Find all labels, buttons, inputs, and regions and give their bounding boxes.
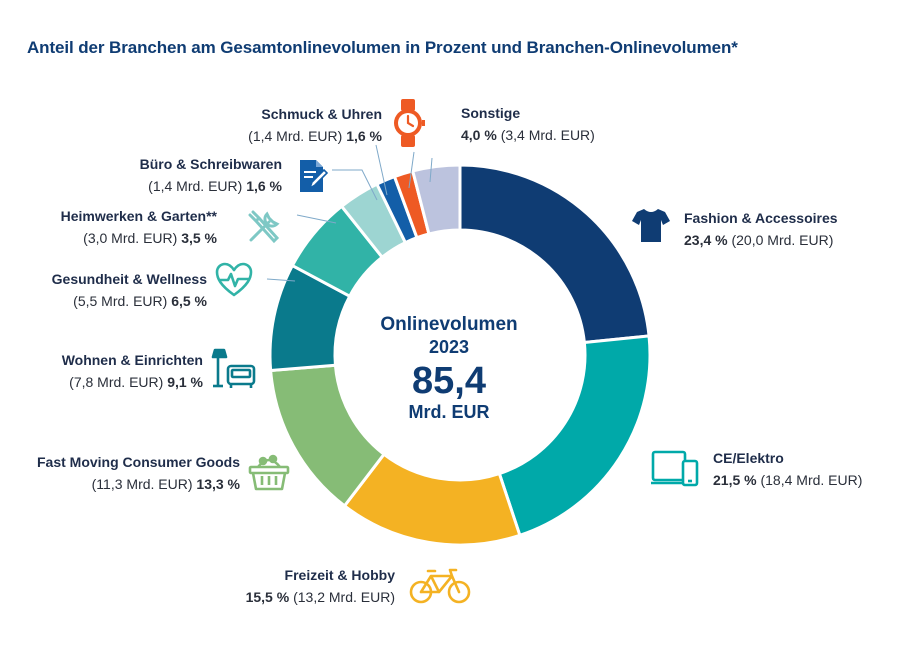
devices-icon xyxy=(650,449,700,492)
slice-name: Freizeit & Hobby xyxy=(284,567,395,583)
tools-icon xyxy=(245,208,283,251)
basket-icon xyxy=(248,452,290,497)
tshirt-icon xyxy=(631,206,671,249)
donut-slice-sonstige xyxy=(410,163,462,236)
donut-slices xyxy=(268,163,652,547)
slice-percent: 4,0 % xyxy=(461,127,497,143)
slice-name: Sonstige xyxy=(461,105,521,121)
slice-percent: 15,5 % xyxy=(245,589,290,605)
label-gesundheit: Gesundheit & Wellness (5,5 Mrd. EUR) 6,5… xyxy=(52,268,207,312)
slice-percent: 6,5 % xyxy=(171,293,207,309)
slice-percent: 13,3 % xyxy=(196,476,240,492)
slice-value: (13,2 Mrd. EUR) xyxy=(293,589,395,605)
armchair-lamp-icon xyxy=(208,346,258,395)
center-label-year: 2023 xyxy=(429,337,469,357)
leader-line xyxy=(375,144,388,196)
leader-lines xyxy=(266,144,433,282)
label-heimwerken: Heimwerken & Garten** (3,0 Mrd. EUR) 3,5… xyxy=(61,205,217,249)
label-sonstige: Sonstige 4,0 % (3,4 Mrd. EUR) xyxy=(461,102,595,146)
leader-line xyxy=(408,151,415,189)
slice-value: (3,0 Mrd. EUR) xyxy=(83,230,178,246)
center-total-unit: Mrd. EUR xyxy=(409,402,490,422)
slice-name: Fashion & Accessoires xyxy=(684,210,838,226)
label-ce-elektro: CE/Elektro 21,5 % (18,4 Mrd. EUR) xyxy=(713,447,862,491)
slice-value: (11,3 Mrd. EUR) xyxy=(91,476,193,492)
slice-percent: 1,6 % xyxy=(346,128,382,144)
slice-name: Gesundheit & Wellness xyxy=(51,271,207,287)
label-fashion: Fashion & Accessoires 23,4 % (20,0 Mrd. … xyxy=(684,207,838,251)
slice-value: (3,4 Mrd. EUR) xyxy=(500,127,595,143)
slice-value: (18,4 Mrd. EUR) xyxy=(760,472,863,488)
slice-percent: 21,5 % xyxy=(713,472,757,488)
slice-value: (1,4 Mrd. EUR) xyxy=(148,178,243,194)
slice-name: CE/Elektro xyxy=(713,450,784,466)
leader-line xyxy=(429,157,433,183)
slice-name: Wohnen & Einrichten xyxy=(61,352,203,368)
slice-name: Fast Moving Consumer Goods xyxy=(36,454,240,470)
label-schmuck: Schmuck & Uhren (1,4 Mrd. EUR) 1,6 % xyxy=(248,103,382,147)
label-freizeit: Freizeit & Hobby 15,5 % (13,2 Mrd. EUR) xyxy=(246,564,395,608)
watch-icon xyxy=(391,98,425,153)
center-label-line1: Onlinevolumen xyxy=(380,314,517,335)
slice-name: Büro & Schreibwaren xyxy=(139,156,282,172)
slice-value: (7,8 Mrd. EUR) xyxy=(69,374,164,390)
slice-value: (20,0 Mrd. EUR) xyxy=(731,232,834,248)
slice-percent: 3,5 % xyxy=(181,230,217,246)
donut-slice-fashion-accessoires xyxy=(458,163,651,345)
chart-title: Anteil der Branchen am Gesamtonlinevolum… xyxy=(27,38,738,57)
slice-percent: 1,6 % xyxy=(246,178,282,194)
leader-line xyxy=(266,278,296,282)
label-buero: Büro & Schreibwaren (1,4 Mrd. EUR) 1,6 % xyxy=(140,153,282,197)
center-total-value: 85,4 xyxy=(412,360,486,402)
slice-percent: 23,4 % xyxy=(684,232,728,248)
donut-slice-ce-elektro xyxy=(497,334,652,538)
slice-percent: 9,1 % xyxy=(167,374,203,390)
slice-value: (1,4 Mrd. EUR) xyxy=(248,128,343,144)
heart-pulse-icon xyxy=(215,262,253,303)
slice-name: Heimwerken & Garten** xyxy=(60,208,217,224)
label-fmcg: Fast Moving Consumer Goods (11,3 Mrd. EU… xyxy=(37,451,240,495)
leader-line xyxy=(332,169,378,201)
leader-line xyxy=(296,214,337,224)
slice-name: Schmuck & Uhren xyxy=(261,106,382,122)
slice-value: (5,5 Mrd. EUR) xyxy=(73,293,168,309)
label-wohnen: Wohnen & Einrichten (7,8 Mrd. EUR) 9,1 % xyxy=(62,349,203,393)
document-pen-icon xyxy=(298,158,329,199)
bicycle-icon xyxy=(408,566,472,611)
